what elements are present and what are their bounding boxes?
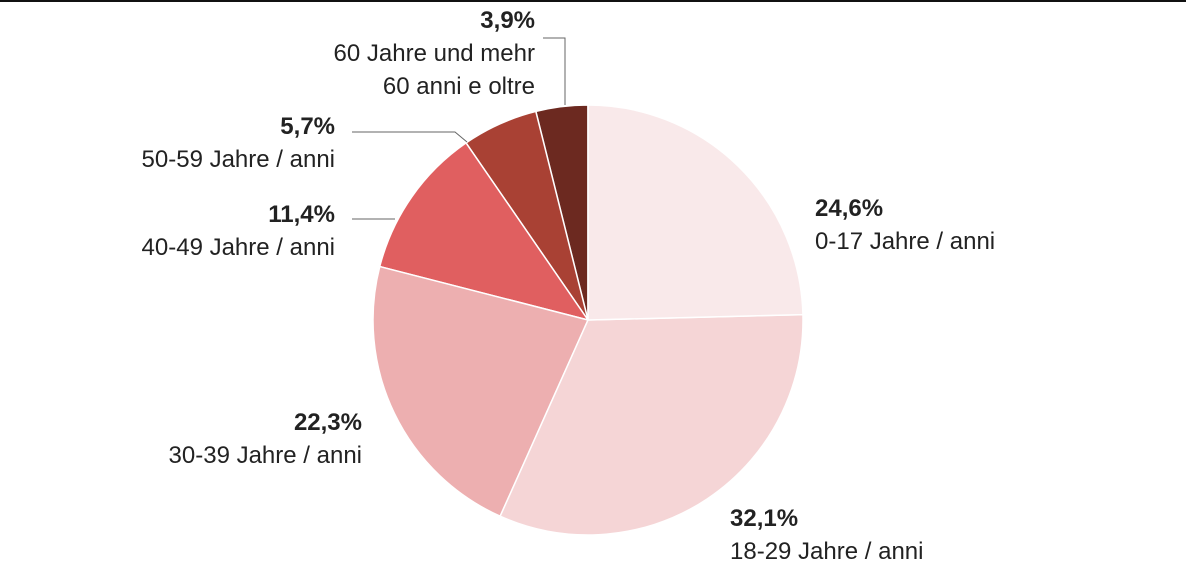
label-30-39: 22,3% 30-39 Jahre / anni bbox=[169, 406, 362, 472]
label-18-29: 32,1% 18-29 Jahre / anni bbox=[730, 502, 923, 568]
category: 50-59 Jahre / anni bbox=[141, 146, 335, 173]
pie-slice-3 bbox=[378, 141, 590, 322]
category: 60 Jahre und mehr bbox=[333, 40, 535, 67]
label-0-17: 24,6% 0-17 Jahre / anni bbox=[815, 192, 995, 258]
label-60plus: 3,9% 60 Jahre und mehr 60 anni e oltre bbox=[334, 4, 535, 103]
pie-slice-0 bbox=[587, 104, 804, 321]
category: 40-49 Jahre / anni bbox=[141, 234, 335, 261]
pie-slice-2 bbox=[372, 265, 590, 518]
category: 30-39 Jahre / anni bbox=[168, 442, 362, 469]
category: 18-29 Jahre / anni bbox=[730, 538, 924, 565]
label-40-49: 11,4% 40-49 Jahre / anni bbox=[142, 198, 335, 264]
category-it: 60 anni e oltre bbox=[382, 73, 535, 100]
pct: 3,9% bbox=[480, 7, 535, 34]
pct: 5,7% bbox=[280, 113, 335, 140]
pct: 32,1% bbox=[730, 505, 799, 532]
leader-line-60plus bbox=[543, 37, 566, 105]
pct: 22,3% bbox=[293, 409, 362, 436]
label-50-59: 5,7% 50-59 Jahre / anni bbox=[142, 110, 335, 176]
pct: 24,6% bbox=[815, 195, 884, 222]
pct: 11,4% bbox=[268, 201, 335, 228]
category: 0-17 Jahre / anni bbox=[815, 228, 996, 255]
pie-slice-1 bbox=[499, 313, 804, 536]
leader-line-50-59 bbox=[352, 131, 468, 143]
